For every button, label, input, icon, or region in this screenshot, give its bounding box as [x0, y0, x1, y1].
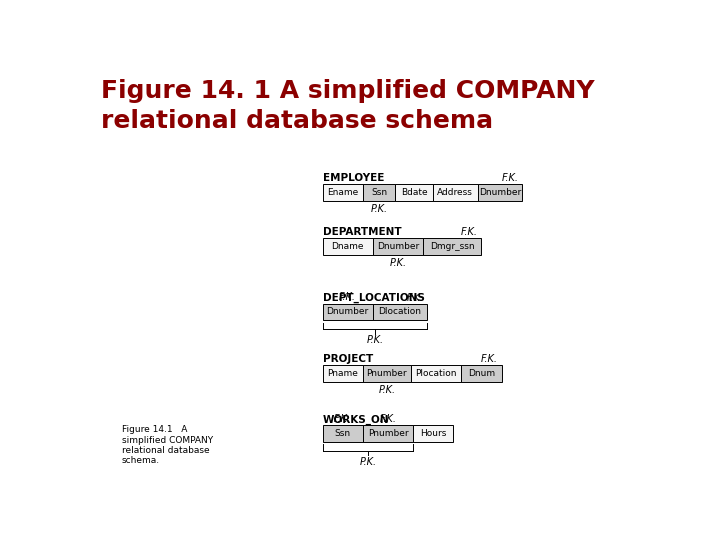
Text: WORKS_ON: WORKS_ON	[323, 414, 389, 424]
Text: P.K.: P.K.	[390, 258, 407, 268]
Text: DEPARTMENT: DEPARTMENT	[323, 227, 401, 237]
Bar	[323, 303, 373, 320]
Text: DEPT_LOCATIONS: DEPT_LOCATIONS	[323, 293, 424, 303]
Text: Ename: Ename	[327, 188, 359, 197]
Bar	[411, 365, 462, 382]
Text: F.K.: F.K.	[406, 293, 423, 303]
Text: Hours: Hours	[420, 429, 446, 438]
Text: EMPLOYEE: EMPLOYEE	[323, 173, 384, 184]
Text: Address: Address	[437, 188, 473, 197]
Bar	[363, 184, 395, 201]
Bar	[363, 425, 413, 442]
Text: P.K.: P.K.	[366, 335, 383, 345]
Text: F.K.: F.K.	[502, 173, 518, 184]
Text: Bdate: Bdate	[400, 188, 427, 197]
Bar	[323, 425, 363, 442]
Bar	[363, 365, 411, 382]
Text: P.K.: P.K.	[359, 457, 377, 467]
Text: relational database schema: relational database schema	[101, 110, 493, 133]
Bar	[477, 184, 523, 201]
Text: F.K.: F.K.	[461, 227, 477, 237]
Text: Pnumber: Pnumber	[366, 369, 407, 378]
Bar	[373, 238, 423, 255]
Bar	[462, 365, 502, 382]
Text: Dname: Dname	[331, 242, 364, 251]
Text: PROJECT: PROJECT	[323, 354, 373, 364]
Text: Dnum: Dnum	[468, 369, 495, 378]
Bar	[323, 365, 363, 382]
Text: Figure 14.1   A
simplified COMPANY
relational database
schema.: Figure 14.1 A simplified COMPANY relatio…	[122, 425, 213, 465]
Text: P.K.: P.K.	[378, 385, 395, 395]
Text: Dnumber: Dnumber	[479, 188, 521, 197]
Text: P.K.: P.K.	[371, 204, 387, 214]
Bar	[413, 425, 454, 442]
Text: Pnumber: Pnumber	[368, 429, 408, 438]
Text: Dnumber: Dnumber	[377, 242, 419, 251]
Text: Dnumber: Dnumber	[327, 307, 369, 316]
Text: Dlocation: Dlocation	[379, 307, 421, 316]
Text: Ssn: Ssn	[335, 429, 351, 438]
Bar	[373, 303, 427, 320]
Text: Figure 14. 1 A simplified COMPANY: Figure 14. 1 A simplified COMPANY	[101, 79, 595, 103]
Text: F.K.: F.K.	[334, 414, 351, 423]
Text: Plocation: Plocation	[415, 369, 456, 378]
Text: Ssn: Ssn	[371, 188, 387, 197]
Bar	[395, 184, 433, 201]
Text: Pname: Pname	[327, 369, 358, 378]
Text: F.K.: F.K.	[339, 292, 356, 302]
Bar	[323, 238, 373, 255]
Bar	[423, 238, 482, 255]
Text: Dmgr_ssn: Dmgr_ssn	[430, 242, 474, 251]
Text: F.K.: F.K.	[379, 414, 397, 423]
Bar	[323, 184, 363, 201]
Text: F.K.: F.K.	[481, 354, 498, 364]
Bar	[433, 184, 477, 201]
